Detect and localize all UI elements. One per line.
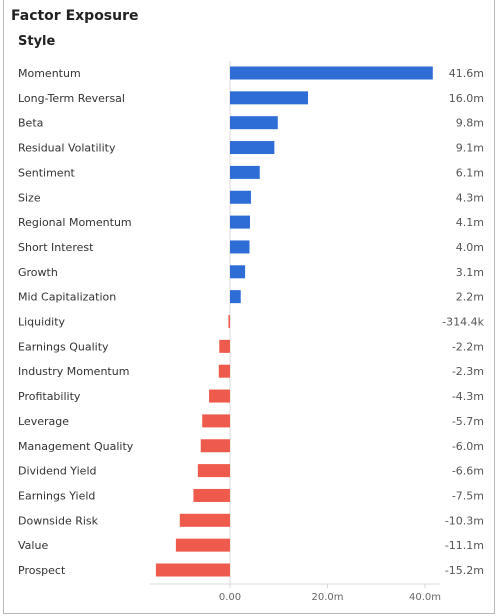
chart-title: Factor Exposure [11,8,139,24]
bar[interactable] [175,538,230,552]
bar[interactable] [218,364,230,378]
value-label: -4.3m [452,390,484,403]
value-label: 3.1m [456,266,484,279]
x-tick-label: 40.0m [409,592,441,603]
category-label: Sentiment [18,166,76,179]
value-label: -2.2m [452,340,484,353]
bar[interactable] [230,290,241,304]
chart-panel [3,0,495,614]
category-label: Beta [18,117,43,130]
category-label: Profitability [18,390,81,403]
value-label: 4.0m [456,241,484,254]
bar[interactable] [197,464,230,478]
category-label: Earnings Yield [18,489,95,502]
value-label: 9.8m [456,117,484,130]
value-label: -314.4k [442,316,484,329]
category-label: Residual Volatility [18,142,116,155]
category-label: Dividend Yield [18,465,96,478]
bar[interactable] [228,315,230,328]
category-label: Earnings Quality [18,340,109,353]
category-label: Short Interest [18,241,94,254]
value-label: 16.0m [449,92,484,105]
category-label: Momentum [18,67,81,80]
category-label: Management Quality [18,440,134,453]
value-label: 9.1m [456,142,484,155]
bar[interactable] [230,141,275,155]
bar[interactable] [179,513,230,527]
value-label: 41.6m [449,67,484,80]
value-label: -5.7m [452,415,484,428]
bar[interactable] [209,389,230,403]
value-label: 2.2m [456,291,484,304]
bar[interactable] [230,190,251,204]
value-label: -6.0m [452,440,484,453]
bar[interactable] [230,240,250,254]
bar[interactable] [155,563,230,577]
value-label: -10.3m [445,514,484,527]
category-label: Industry Momentum [18,365,129,378]
category-label: Growth [18,266,58,279]
bar[interactable] [230,116,278,130]
value-label: -6.6m [452,465,484,478]
bar[interactable] [202,414,230,428]
bar[interactable] [219,339,230,353]
bar[interactable] [230,165,260,179]
value-label: -11.1m [445,539,484,552]
value-label: -15.2m [445,564,484,577]
category-label: Regional Momentum [18,216,132,229]
category-label: Value [18,539,48,552]
x-tick-label: 20.0m [311,592,343,603]
value-label: 6.1m [456,166,484,179]
bar[interactable] [230,265,246,279]
bar[interactable] [230,215,250,229]
bar[interactable] [230,91,308,105]
bar[interactable] [230,66,433,80]
category-label: Leverage [18,415,69,428]
bar[interactable] [193,488,230,502]
category-label: Mid Capitalization [18,291,116,304]
category-label: Liquidity [18,316,66,329]
category-label: Prospect [18,564,66,577]
value-label: -2.3m [452,365,484,378]
bar[interactable] [200,439,230,453]
value-label: 4.1m [456,216,484,229]
chart-subtitle: Style [18,34,56,49]
value-label: -7.5m [452,489,484,502]
category-label: Downside Risk [18,514,99,527]
category-label: Size [18,191,41,204]
category-label: Long-Term Reversal [18,92,125,105]
x-tick-label: 0.00 [219,592,241,603]
value-label: 4.3m [456,191,484,204]
